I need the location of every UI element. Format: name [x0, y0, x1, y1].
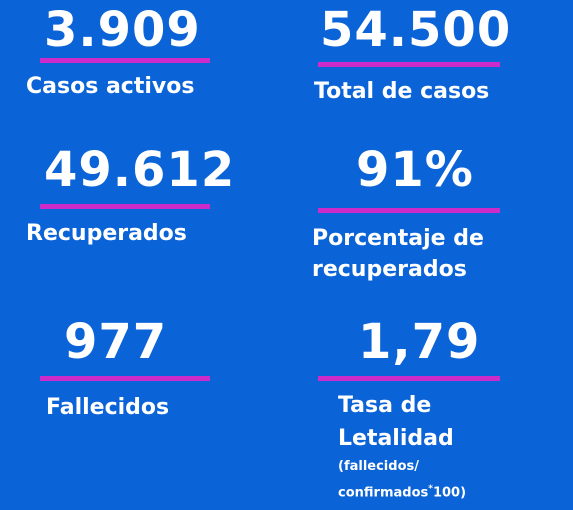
fatality-rate-label-line1: Tasa de	[338, 393, 432, 418]
fatality-rate-label-line2: Letalidad	[338, 426, 454, 451]
deceased-label: Fallecidos	[46, 395, 170, 420]
recovered-percentage-value: 91%	[356, 142, 474, 198]
active-cases-divider	[40, 58, 210, 63]
recovered-divider	[40, 204, 210, 209]
fatality-rate-value: 1,79	[358, 314, 481, 370]
fatality-rate-note-end: 100)	[432, 485, 467, 501]
fatality-rate-note-line1: (fallecidos/	[338, 459, 419, 474]
fatality-rate-note-asterisk: *	[428, 484, 433, 494]
total-cases-divider	[318, 62, 500, 67]
recovered-percentage-label-line2: recuperados	[312, 257, 467, 282]
active-cases-label: Casos activos	[26, 74, 195, 99]
fatality-rate-note-line2: confirmados*100)	[338, 479, 466, 503]
recovered-percentage-label-line1: Porcentaje de	[312, 226, 484, 251]
recovered-percentage-divider	[318, 208, 500, 213]
deceased-divider	[40, 376, 210, 381]
fatality-rate-note-text: confirmados	[338, 485, 429, 501]
total-cases-label: Total de casos	[314, 79, 490, 104]
recovered-value: 49.612	[44, 142, 236, 198]
deceased-value: 977	[64, 314, 168, 370]
active-cases-value: 3.909	[44, 2, 201, 58]
recovered-label: Recuperados	[26, 221, 187, 246]
fatality-rate-divider	[318, 376, 500, 381]
total-cases-value: 54.500	[320, 2, 512, 58]
